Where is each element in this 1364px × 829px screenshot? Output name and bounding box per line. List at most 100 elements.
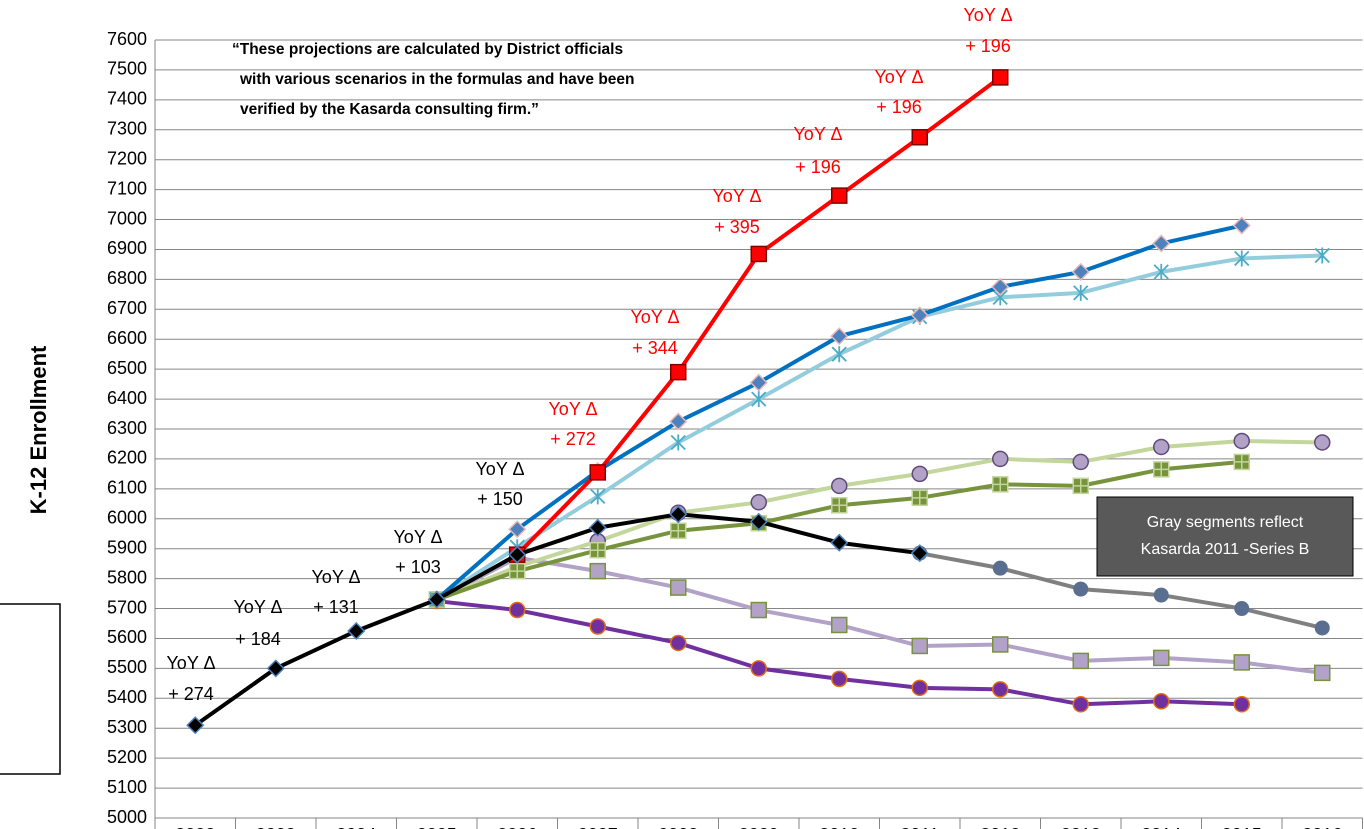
x-tick-label: 2011 [900, 825, 939, 829]
marker [911, 465, 928, 483]
marker [670, 579, 687, 596]
marker [509, 601, 526, 619]
marker [831, 346, 847, 363]
marker-plus [1073, 478, 1088, 493]
yoy-annotation: YoY Δ [233, 597, 282, 617]
y-tick-label: 7000 [107, 208, 147, 228]
quote: verified by the Kasarda consulting firm.… [240, 101, 539, 118]
marker [669, 505, 688, 524]
y-tick-label: 7400 [107, 89, 147, 109]
yoy-annotation: + 196 [965, 36, 1011, 56]
marker-plus [590, 543, 605, 558]
marker-plus [510, 564, 525, 579]
marker-plus [832, 498, 847, 513]
marker [1314, 664, 1331, 682]
x-tick-label: 2016 [1302, 825, 1342, 829]
x-tick-label: 2015 [1222, 825, 1262, 829]
marker-plus [1154, 462, 1169, 477]
marker [1233, 696, 1250, 713]
marker [831, 477, 848, 495]
series-line [435, 438, 1323, 602]
marker [1153, 693, 1170, 710]
y-tick-label: 6900 [107, 238, 147, 258]
marker [1153, 263, 1169, 280]
marker [670, 363, 687, 381]
marker [1072, 453, 1089, 471]
marker [910, 544, 929, 563]
quote: “These projections are calculated by Dis… [232, 41, 623, 58]
series-line [435, 253, 1323, 602]
y-tick-label: 7100 [107, 178, 147, 198]
marker [1153, 438, 1170, 456]
y-tick-label: 5100 [107, 777, 147, 797]
marker [831, 187, 848, 204]
gray-note: Kasarda 2011 -Series B [1141, 541, 1310, 558]
marker [831, 616, 848, 634]
yoy-annotation: YoY Δ [963, 5, 1012, 25]
yoy-annotation: YoY Δ [548, 399, 597, 419]
x-tick-label: 2014 [1141, 825, 1181, 829]
marker [750, 601, 767, 619]
yoy-annotation: YoY Δ [874, 67, 923, 87]
x-tick-label: 2013 [1061, 825, 1101, 829]
marker [1073, 284, 1089, 301]
y-tick-label: 5500 [107, 657, 147, 677]
marker [670, 634, 687, 652]
marker [1232, 216, 1251, 235]
marker [590, 488, 606, 505]
y-tick-label: 7600 [107, 29, 147, 49]
yoy-annotation: + 103 [395, 557, 441, 577]
marker [750, 245, 767, 263]
marker [1153, 587, 1169, 603]
marker [508, 545, 527, 564]
marker [1314, 247, 1330, 264]
y-tick-label: 5800 [107, 567, 147, 587]
y-tick-label: 5000 [107, 807, 147, 827]
yoy-annotation: YoY Δ [712, 186, 761, 206]
x-tick-label: 2008 [658, 825, 698, 829]
y-tick-label: 6700 [107, 298, 147, 318]
marker [1071, 262, 1090, 281]
marker [1072, 696, 1089, 713]
yoy-annotation: + 272 [550, 429, 596, 449]
marker [992, 450, 1009, 468]
y-tick-label: 7300 [107, 119, 147, 139]
y-tick-label: 6300 [107, 418, 147, 438]
marker [669, 412, 688, 431]
marker [749, 373, 768, 392]
y-tick-label: 6400 [107, 388, 147, 408]
y-tick-label: 5600 [107, 627, 147, 647]
marker [1153, 649, 1170, 667]
x-tick-label: 2002 [175, 825, 215, 829]
yoy-annotation: YoY Δ [393, 527, 442, 547]
y-tick-label: 6600 [107, 328, 147, 348]
y-axis-label: K-12 Enrollment [26, 345, 51, 514]
x-tick-label: 2004 [336, 825, 376, 829]
y-tick-label: 5400 [107, 687, 147, 707]
y-tick-label: 6500 [107, 358, 147, 378]
marker [911, 129, 928, 146]
marker [751, 391, 767, 408]
marker [1234, 250, 1250, 267]
marker [750, 660, 767, 677]
marker-plus [671, 523, 686, 538]
marker-plus [912, 490, 927, 505]
marker [670, 434, 686, 451]
marker [1073, 581, 1089, 597]
marker [347, 621, 366, 641]
marker [508, 520, 527, 539]
marker [910, 306, 929, 325]
y-tick-label: 6200 [107, 448, 147, 468]
marker [1233, 654, 1250, 671]
cut-off-box [0, 603, 61, 775]
yoy-annotation: YoY Δ [630, 307, 679, 327]
marker [589, 464, 606, 481]
marker [830, 327, 849, 346]
marker [830, 533, 849, 552]
marker [266, 659, 285, 678]
x-tick-label: 2012 [980, 825, 1020, 829]
